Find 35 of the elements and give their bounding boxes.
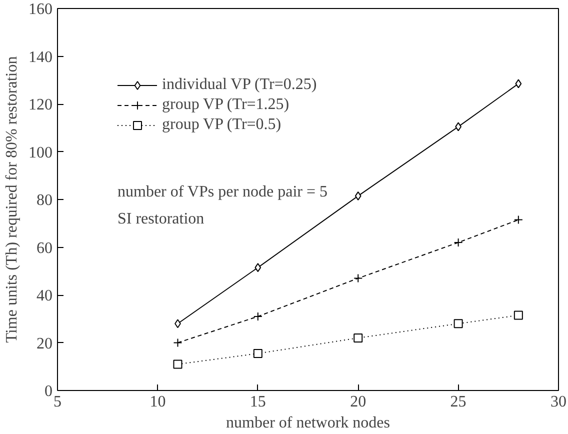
point [173,360,182,369]
x-axis-title: number of network nodes [226,414,390,432]
y-tick-label: 160 [28,1,52,18]
legend-label: group VP (Tr=1.25) [162,96,290,114]
point [173,338,182,348]
point [454,319,463,328]
y-tick-label: 100 [28,144,52,162]
x-tick-label: 15 [250,394,266,410]
x-tick-label: 5 [54,394,62,410]
x-tick-label: 20 [350,394,366,410]
point [354,191,362,200]
point [254,263,262,272]
point [354,274,363,283]
x-tick-label: 30 [550,394,566,410]
y-tick-label: 140 [28,48,52,66]
point [514,215,523,224]
legend-label: individual VP (Tr=0.25) [162,76,317,94]
annotation: number of VPs per node pair = 5 [118,184,328,200]
y-tick-label: 80 [36,192,52,209]
y-tick-label: 40 [36,288,52,304]
y-tick-label: 0 [44,383,52,400]
point [253,312,262,321]
x-tick-label: 10 [150,394,166,410]
point [454,238,463,247]
point [253,348,262,358]
legend-label: group VP (Tr=0.5) [162,116,282,134]
point [515,79,522,88]
y-tick-label: 120 [28,96,52,114]
point [514,310,523,320]
y-tick-label: 20 [36,335,52,352]
point [354,333,363,342]
x-tick-label: 25 [450,394,466,410]
annotation: SI restoration [118,210,204,228]
y-axis-title: Time units (Th) required for 80% restoration [4,56,20,343]
y-tick-label: 60 [36,240,52,257]
